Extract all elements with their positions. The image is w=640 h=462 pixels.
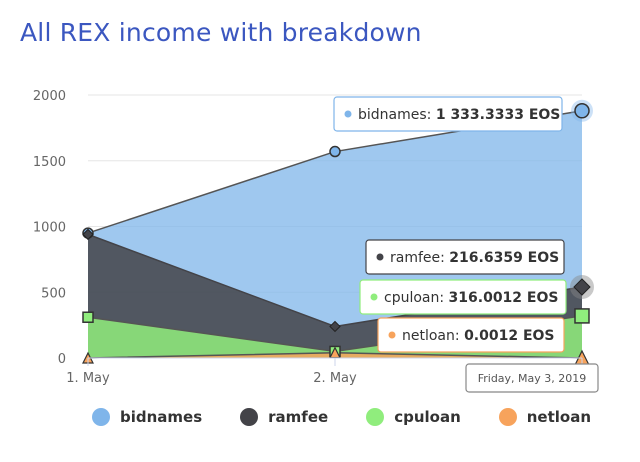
axes: 1. May 2. May (66, 357, 583, 386)
tooltip-date-text: Friday, May 3, 2019 (478, 372, 587, 385)
legend-item-cpuloan[interactable]: cpuloan (366, 408, 461, 426)
legend-label: bidnames (120, 408, 203, 426)
tooltip-bullet (344, 110, 352, 118)
data-point-cpuloan (574, 308, 590, 324)
x-tick-label: 2. May (313, 371, 357, 386)
legend-item-ramfee[interactable]: ramfee (240, 408, 328, 426)
tooltip-cpuloan: cpuloan: 316.0012 EOS (359, 279, 567, 315)
data-point-bidnames (574, 103, 590, 119)
tooltip-ramfee: ramfee: 216.6359 EOS (365, 239, 565, 275)
tooltip-text: netloan: 0.0012 EOS (402, 328, 555, 344)
y-tick-label: 2000 (33, 89, 66, 104)
legend-item-netloan[interactable]: netloan (498, 408, 592, 426)
legend-symbol (92, 408, 110, 426)
legend-symbol (498, 408, 517, 426)
tooltip-label: ramfee: (390, 250, 449, 266)
tooltip-label: netloan: (402, 328, 464, 344)
series-markers (82, 99, 594, 366)
data-point-ramfee (329, 320, 341, 333)
y-tick-label: 1500 (33, 155, 66, 170)
x-tick-label: 1. May (66, 371, 110, 386)
tooltip-text: ramfee: 216.6359 EOS (390, 250, 559, 266)
tooltip-value: 0.0012 EOS (464, 328, 554, 344)
tooltip-date: Friday, May 3, 2019 (465, 363, 599, 393)
legend-label: ramfee (268, 408, 329, 426)
tooltip-text: bidnames: 1 333.3333 EOS (358, 107, 560, 123)
tooltips: bidnames: 1 333.3333 EOS ramfee: 216.6359… (333, 96, 599, 393)
tooltip-bullet (388, 331, 396, 339)
y-tick-label: 0 (58, 352, 66, 367)
tooltip-bullet (370, 293, 378, 301)
legend-symbol (366, 408, 385, 426)
tooltip-label: bidnames: (358, 107, 436, 123)
tooltip-box (333, 96, 563, 132)
tooltip-bullet (376, 253, 384, 261)
data-point-bidnames (329, 145, 341, 158)
tooltip-netloan: netloan: 0.0012 EOS (377, 317, 565, 353)
data-point-ramfee (82, 228, 94, 241)
tooltip-bidnames: bidnames: 1 333.3333 EOS (333, 96, 563, 132)
legend-label: cpuloan (394, 408, 461, 426)
legend: bidnames ramfee cpuloan netloan (92, 404, 629, 430)
tooltip-date-box (465, 363, 599, 393)
legend-item-bidnames[interactable]: bidnames (92, 408, 202, 426)
data-point-ramfee (573, 278, 591, 296)
tooltip-box (365, 239, 565, 275)
tooltip-value: 316.0012 EOS (449, 290, 559, 306)
tooltip-label: cpuloan: (384, 290, 449, 306)
legend-symbol (240, 408, 259, 426)
tooltip-value: 1 333.3333 EOS (436, 107, 561, 123)
tooltip-box (359, 279, 567, 315)
tooltip-value: 216.6359 EOS (449, 250, 559, 266)
chart-title: All REX income with breakdown (20, 18, 422, 47)
tooltip-text: cpuloan: 316.0012 EOS (384, 290, 558, 306)
tooltip-box (377, 317, 565, 353)
y-tick-label: 1000 (33, 221, 66, 236)
data-point-cpuloan (82, 311, 94, 323)
legend-label: netloan (526, 408, 592, 426)
y-tick-label: 500 (41, 286, 66, 301)
